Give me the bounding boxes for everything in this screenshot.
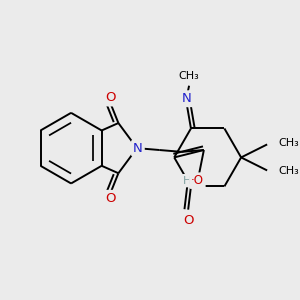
Text: ·O: ·O	[191, 174, 204, 187]
Text: O: O	[106, 92, 116, 104]
Text: N: N	[133, 142, 143, 154]
Text: H: H	[183, 176, 191, 186]
Text: O: O	[106, 192, 116, 205]
Text: N: N	[182, 92, 191, 105]
Text: CH₃: CH₃	[179, 71, 200, 81]
Text: CH₃: CH₃	[278, 167, 299, 176]
Text: O: O	[183, 214, 194, 227]
Text: CH₃: CH₃	[278, 139, 299, 148]
